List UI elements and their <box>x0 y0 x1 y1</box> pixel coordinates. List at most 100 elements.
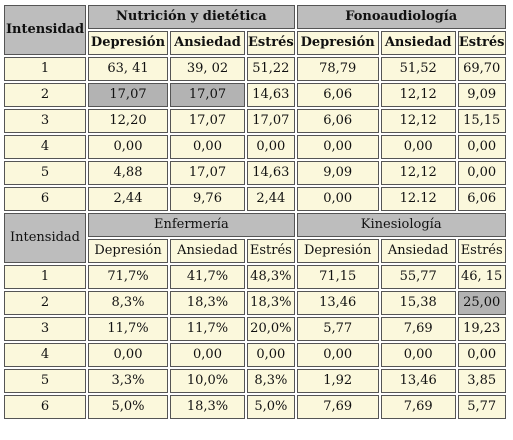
table-row: 1 63, 41 39, 02 51,22 78,79 51,52 69,70 <box>4 57 506 81</box>
table-row: 5 4,88 17,07 14,63 9,09 12,12 0,00 <box>4 161 506 185</box>
value-cell: 6,06 <box>296 83 379 107</box>
value-cell: 0,00 <box>380 343 456 367</box>
intensity-cell: 3 <box>4 109 86 133</box>
value-cell: 14,63 <box>247 83 295 107</box>
value-cell: 10,0% <box>170 369 245 393</box>
group-header: Kinesiología <box>296 213 506 237</box>
value-cell: 0,00 <box>247 135 295 159</box>
value-cell: 71,7% <box>88 265 168 289</box>
intensity-cell: 2 <box>4 83 86 107</box>
value-cell: 17,07 <box>170 161 245 185</box>
value-cell: 3,85 <box>457 369 506 393</box>
subheader-row: Depresión Ansiedad Estrés Depresión Ansiedad… <box>4 239 506 263</box>
table-row: 2 8,3% 18,3% 18,3% 13,46 15,38 25,00 <box>4 291 506 315</box>
column-header: Estrés <box>457 31 506 55</box>
value-cell: 6,06 <box>296 109 379 133</box>
intensity-cell: 1 <box>4 265 86 289</box>
value-cell: 9,09 <box>296 161 379 185</box>
value-cell: 0,00 <box>247 343 295 367</box>
value-cell: 12,20 <box>88 109 168 133</box>
value-cell: 2,44 <box>247 187 295 211</box>
value-cell: 9,76 <box>170 187 245 211</box>
value-cell: 15,15 <box>457 109 506 133</box>
value-cell: 5,0% <box>247 395 295 419</box>
value-cell: 15,38 <box>380 291 456 315</box>
value-cell: 69,70 <box>457 57 506 81</box>
value-cell: 17,07 <box>170 83 245 107</box>
value-cell: 8,3% <box>88 291 168 315</box>
value-cell: 11,7% <box>170 317 245 341</box>
intensity-cell: 3 <box>4 317 86 341</box>
value-cell: 0,00 <box>457 161 506 185</box>
intensity-cell: 5 <box>4 161 86 185</box>
table-row: 2 17,07 17,07 14,63 6,06 12,12 9,09 <box>4 83 506 107</box>
value-cell: 0,00 <box>88 343 168 367</box>
column-header: Depresión <box>296 31 379 55</box>
value-cell: 5,0% <box>88 395 168 419</box>
value-cell: 12,12 <box>380 109 456 133</box>
intensity-cell: 2 <box>4 291 86 315</box>
table-row: 6 5,0% 18,3% 5,0% 7,69 7,69 5,77 <box>4 395 506 419</box>
value-cell: 9,09 <box>457 83 506 107</box>
value-cell: 78,79 <box>296 57 379 81</box>
intensity-header: Intensidad <box>4 5 86 55</box>
value-cell: 13,46 <box>296 291 379 315</box>
column-header: Ansiedad <box>380 239 456 263</box>
value-cell: 5,77 <box>296 317 379 341</box>
value-cell: 19,23 <box>457 317 506 341</box>
column-header: Estrés <box>247 31 295 55</box>
value-cell: 51,22 <box>247 57 295 81</box>
value-cell: 63, 41 <box>88 57 168 81</box>
value-cell: 0,00 <box>296 343 379 367</box>
value-cell: 0,00 <box>457 135 506 159</box>
column-header: Ansiedad <box>380 31 456 55</box>
value-cell: 0,00 <box>296 135 379 159</box>
value-cell: 17,07 <box>88 83 168 107</box>
value-cell: 13,46 <box>380 369 456 393</box>
value-cell: 12.12 <box>380 187 456 211</box>
column-header: Depresión <box>88 239 168 263</box>
value-cell: 17,07 <box>170 109 245 133</box>
intensity-cell: 6 <box>4 395 86 419</box>
value-cell: 18,3% <box>170 395 245 419</box>
intensity-cell: 5 <box>4 369 86 393</box>
value-cell: 7,69 <box>296 395 379 419</box>
value-cell: 0,00 <box>170 135 245 159</box>
table-row: 1 71,7% 41,7% 48,3% 71,15 55,77 46, 15 <box>4 265 506 289</box>
value-cell: 12,12 <box>380 161 456 185</box>
table-row: 3 11,7% 11,7% 20,0% 5,77 7,69 19,23 <box>4 317 506 341</box>
value-cell: 7,69 <box>380 317 456 341</box>
column-header: Ansiedad <box>170 31 245 55</box>
value-cell: 20,0% <box>247 317 295 341</box>
value-cell: 18,3% <box>247 291 295 315</box>
table-row: 4 0,00 0,00 0,00 0,00 0,00 0,00 <box>4 343 506 367</box>
value-cell: 51,52 <box>380 57 456 81</box>
value-cell: 48,3% <box>247 265 295 289</box>
intensity-cell: 4 <box>4 135 86 159</box>
table-body: Intensidad Nutrición y dietética Fonoaudio… <box>4 5 506 419</box>
intensity-cell: 6 <box>4 187 86 211</box>
value-cell: 12,12 <box>380 83 456 107</box>
intensity-cell: 4 <box>4 343 86 367</box>
intensity-header: Intensidad <box>4 213 86 263</box>
value-cell: 6,06 <box>457 187 506 211</box>
value-cell: 5,77 <box>457 395 506 419</box>
value-cell: 1,92 <box>296 369 379 393</box>
value-cell: 4,88 <box>88 161 168 185</box>
value-cell: 17,07 <box>247 109 295 133</box>
group-header: Enfermería <box>88 213 295 237</box>
value-cell: 0,00 <box>88 135 168 159</box>
value-cell: 3,3% <box>88 369 168 393</box>
value-cell: 0,00 <box>170 343 245 367</box>
table-row: 3 12,20 17,07 17,07 6,06 12,12 15,15 <box>4 109 506 133</box>
value-cell: 0,00 <box>457 343 506 367</box>
table-row: 5 3,3% 10,0% 8,3% 1,92 13,46 3,85 <box>4 369 506 393</box>
group-header: Fonoaudiología <box>296 5 506 29</box>
value-cell: 0,00 <box>296 187 379 211</box>
value-cell: 14,63 <box>247 161 295 185</box>
value-cell: 0,00 <box>380 135 456 159</box>
column-header: Estrés <box>457 239 506 263</box>
group-header-row: Intensidad Nutrición y dietética Fonoaudio… <box>4 5 506 55</box>
column-header: Estrés <box>247 239 295 263</box>
